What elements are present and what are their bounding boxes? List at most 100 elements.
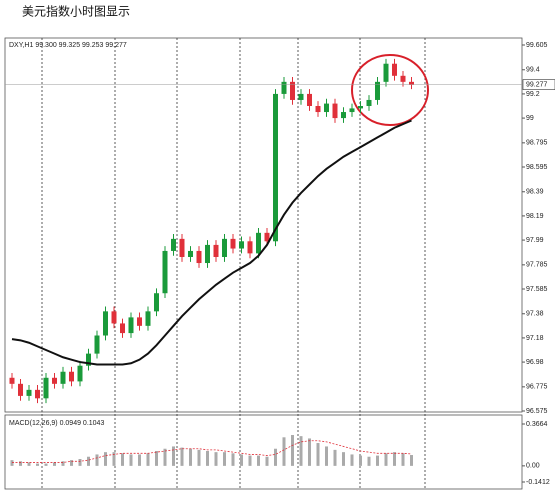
macd-hist-bar bbox=[248, 455, 252, 466]
candle-body bbox=[188, 250, 193, 257]
main-panel bbox=[4, 37, 523, 413]
macd-hist-bar bbox=[155, 451, 158, 466]
candle-body bbox=[341, 112, 346, 119]
candle-body bbox=[324, 103, 329, 113]
macd-hist-bar bbox=[112, 452, 116, 466]
candle-body bbox=[400, 75, 406, 82]
candle-body bbox=[332, 103, 338, 119]
macd-hist-bar bbox=[350, 454, 354, 466]
macd-hist-bar bbox=[180, 447, 184, 466]
candle-body bbox=[222, 238, 227, 257]
macd-hist-bar bbox=[265, 456, 269, 466]
candle-body bbox=[128, 317, 134, 334]
candle-body bbox=[52, 377, 57, 384]
macd-hist-bar bbox=[214, 452, 218, 466]
macd-hist-bar bbox=[10, 460, 14, 466]
candle-body bbox=[111, 311, 117, 324]
macd-hist-bar bbox=[61, 461, 65, 466]
macd-hist-bar bbox=[410, 455, 413, 466]
macd-hist-bar bbox=[325, 446, 328, 466]
y-tick-label: 97.785 bbox=[526, 262, 548, 269]
time-grid bbox=[41, 38, 426, 489]
candle-body bbox=[103, 311, 108, 336]
y-tick-label: 99 bbox=[526, 115, 534, 122]
candle-body bbox=[239, 241, 244, 249]
y-tick-label: 98.39 bbox=[526, 189, 544, 196]
chart-title: 美元指数小时图显示 bbox=[22, 4, 130, 19]
macd-hist-bar bbox=[87, 456, 90, 466]
macd-hist-bar bbox=[44, 463, 48, 466]
macd-hist-bar bbox=[240, 454, 243, 466]
macd-hist-bar bbox=[19, 461, 22, 466]
y-tick-label: 99.2 bbox=[526, 91, 540, 98]
macd-y-tick-label: 0.00 bbox=[526, 463, 540, 470]
candle-body bbox=[392, 63, 397, 76]
highlight-circle bbox=[351, 54, 429, 126]
macd-hist-bar bbox=[393, 452, 396, 466]
y-tick-label: 98.795 bbox=[526, 140, 548, 147]
macd-hist-bar bbox=[163, 448, 167, 466]
macd-hist-bar bbox=[291, 435, 294, 466]
candle-body bbox=[69, 371, 74, 382]
macd-signal bbox=[12, 440, 412, 463]
macd-hist-bar bbox=[53, 462, 56, 466]
macd-hist-bar bbox=[257, 455, 260, 466]
candle-body bbox=[315, 106, 321, 113]
candle-body bbox=[86, 353, 91, 366]
candle-body bbox=[281, 81, 287, 94]
candle-body bbox=[35, 389, 40, 399]
macd-hist-bar bbox=[197, 449, 201, 466]
macd-hist-bar bbox=[36, 463, 39, 466]
macd-hist-bar bbox=[78, 459, 82, 466]
macd-hist-bar bbox=[129, 454, 133, 466]
y-tick-label: 96.775 bbox=[526, 384, 548, 391]
y-tick-label: 98.595 bbox=[526, 164, 548, 171]
macd-hist-bar bbox=[401, 453, 405, 466]
candle-body bbox=[273, 93, 278, 242]
macd-hist-bar bbox=[223, 452, 226, 466]
candle-body bbox=[205, 244, 210, 264]
candle-body bbox=[120, 323, 125, 334]
macd-hist-bar bbox=[333, 449, 337, 466]
y-tick-label: 99.4 bbox=[526, 67, 540, 74]
macd-hist-bar bbox=[70, 460, 73, 466]
macd-hist-bar bbox=[282, 437, 286, 466]
macd-hist-bar bbox=[342, 452, 345, 466]
macd-hist-bar bbox=[367, 456, 371, 466]
candle-body bbox=[213, 244, 219, 257]
candle-body bbox=[26, 389, 32, 396]
macd-hist-bar bbox=[308, 438, 311, 466]
y-tick-label: 96.98 bbox=[526, 359, 544, 366]
macd-y-tick-label: 0.3664 bbox=[526, 421, 548, 428]
macd-hist-bar bbox=[384, 453, 388, 466]
candle-body bbox=[43, 377, 49, 399]
candle-body bbox=[230, 238, 236, 249]
macd-hist-bar bbox=[206, 451, 209, 466]
y-tick-label: 97.585 bbox=[526, 286, 548, 293]
candle-body bbox=[409, 81, 414, 85]
y-tick-label: 96.575 bbox=[526, 408, 548, 415]
candle-body bbox=[162, 250, 168, 294]
candle-body bbox=[247, 241, 253, 254]
y-tick-label: 97.38 bbox=[526, 311, 544, 318]
macd-panel bbox=[4, 414, 523, 490]
candle-body bbox=[179, 238, 185, 257]
candle-body bbox=[9, 377, 15, 384]
candle-body bbox=[298, 93, 304, 100]
macd-hist-bar bbox=[146, 453, 150, 466]
candle-body bbox=[145, 311, 151, 326]
candle-body bbox=[77, 365, 83, 382]
y-tick-label: 99.605 bbox=[526, 42, 548, 49]
macd-hist-bar bbox=[274, 448, 277, 466]
candle-body bbox=[264, 232, 270, 242]
macd-hist-bar bbox=[104, 452, 107, 466]
macd-hist-bar bbox=[376, 455, 379, 466]
candle-body bbox=[171, 238, 176, 251]
y-tick-label: 97.99 bbox=[526, 237, 544, 244]
candle-body bbox=[307, 93, 312, 106]
macd-hist-bar bbox=[138, 454, 141, 466]
macd-header: MACD(12,26,9) 0.0949 0.1043 bbox=[9, 420, 104, 427]
y-tick-label: 98.19 bbox=[526, 213, 544, 220]
candle-body bbox=[383, 63, 389, 82]
